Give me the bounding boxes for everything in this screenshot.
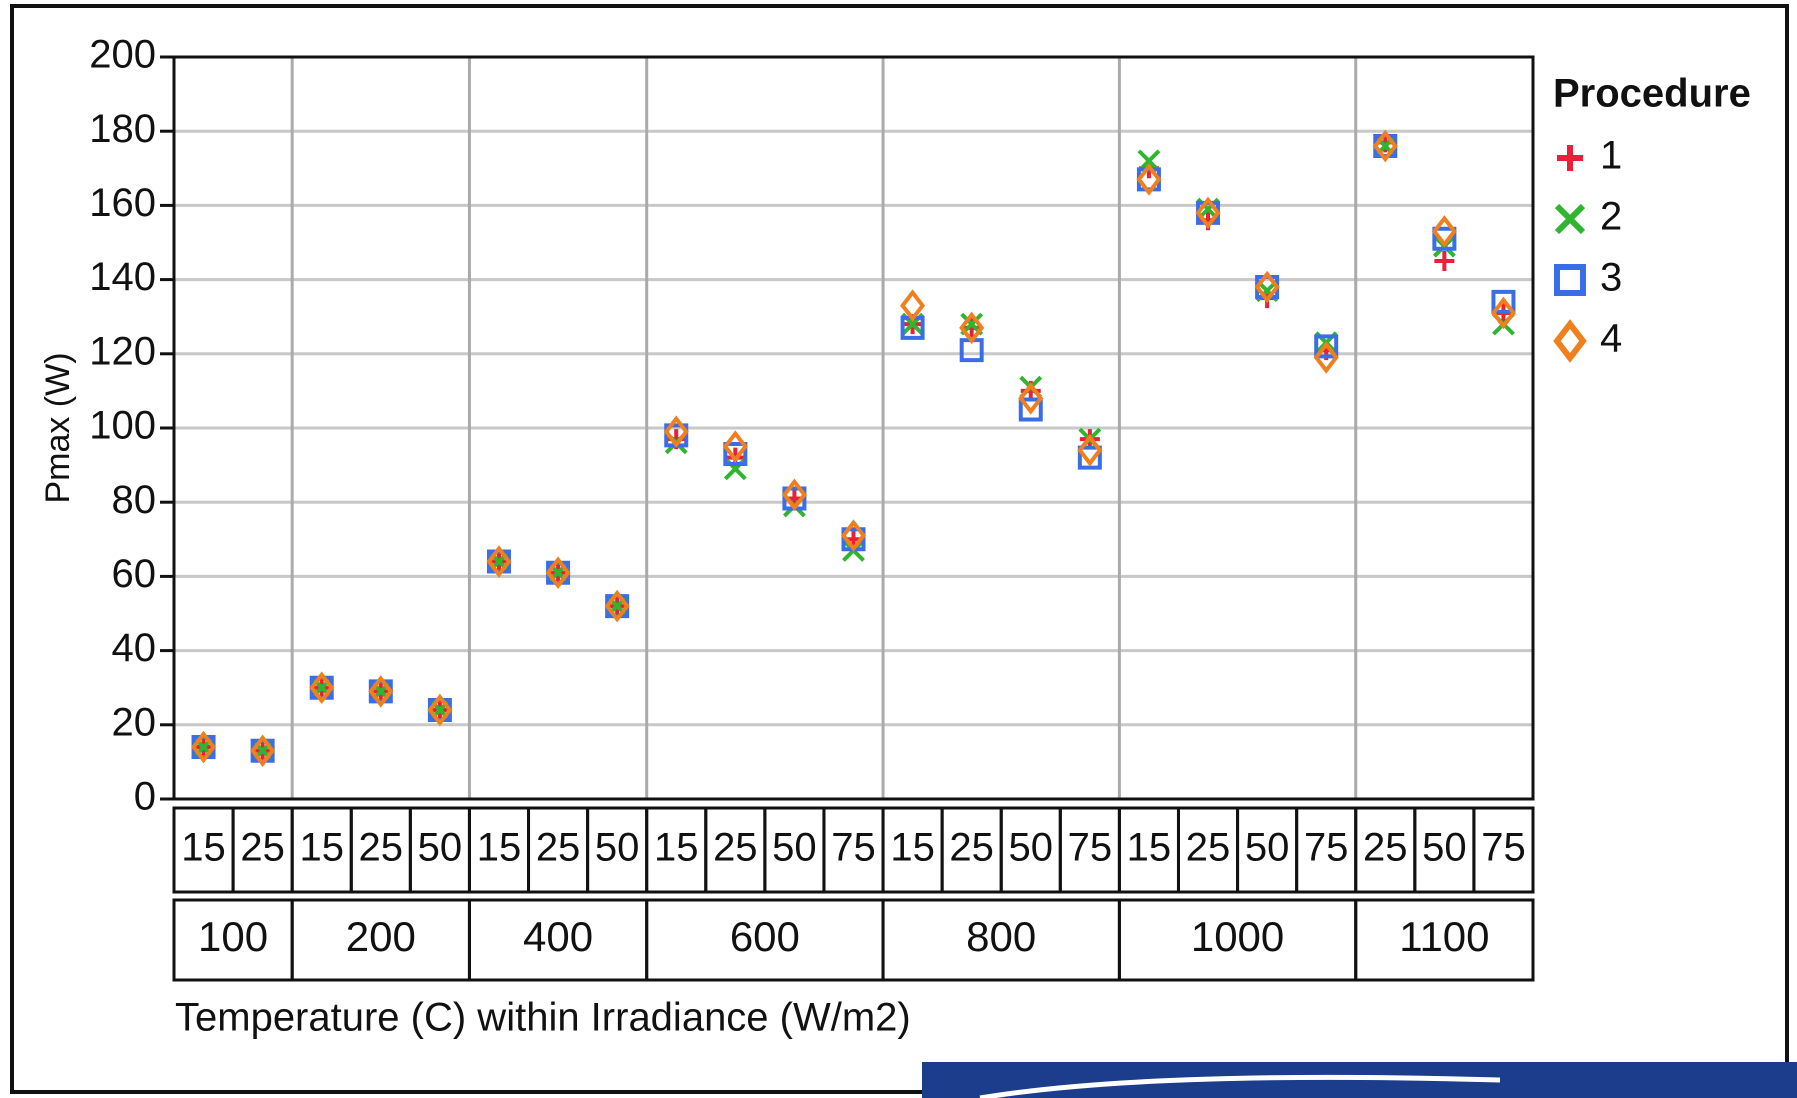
group-label: 400 [523, 913, 593, 960]
x-tick-label: 25 [1186, 826, 1231, 870]
x-tick-label: 50 [1009, 826, 1054, 870]
marker [309, 671, 335, 704]
x-tick-label: 25 [240, 826, 285, 870]
marker [959, 338, 984, 363]
y-axis-label: Pmax (W) [39, 352, 77, 503]
x-tick-label: 50 [595, 826, 640, 870]
marker [486, 545, 512, 578]
group-label: 200 [346, 913, 416, 960]
group-label: 600 [730, 913, 800, 960]
group-label: 1000 [1191, 913, 1284, 960]
marker [1490, 296, 1516, 330]
marker [250, 734, 276, 768]
marker [663, 415, 689, 448]
marker [840, 519, 867, 552]
marker [1018, 382, 1044, 415]
category-cell [1472, 806, 1535, 894]
marker [604, 589, 630, 623]
legend-marker [1554, 264, 1586, 296]
marker [781, 478, 807, 512]
x-tick-label: 75 [1304, 826, 1349, 870]
marker [1254, 270, 1280, 304]
marker [1313, 341, 1339, 374]
y-tick-label: 180 [89, 107, 156, 151]
marker [900, 289, 926, 322]
marker [900, 315, 925, 340]
y-tick-label: 120 [89, 329, 156, 373]
marker [1372, 129, 1398, 163]
x-tick-label: 50 [772, 826, 817, 870]
marker [545, 556, 571, 589]
x-tick-label: 75 [831, 826, 876, 870]
y-tick-label: 200 [89, 33, 156, 77]
marker [427, 693, 453, 727]
group-cell [1354, 898, 1535, 982]
x-tick-label: 15 [654, 826, 699, 870]
x-tick-label: 25 [713, 826, 758, 870]
x-tick-label: 15 [1127, 826, 1172, 870]
legend-label: 3 [1600, 256, 1622, 300]
legend-marker [1553, 319, 1587, 363]
legend-label: 1 [1600, 134, 1622, 178]
x-tick-label: 15 [477, 826, 522, 870]
x-tick-label: 75 [1068, 826, 1113, 870]
x-tick-label: 15 [181, 826, 226, 870]
y-tick-label: 80 [112, 478, 157, 522]
y-tick-label: 40 [112, 626, 157, 670]
marker [961, 317, 982, 338]
marker [959, 311, 985, 345]
x-tick-label: 50 [1245, 826, 1290, 870]
marker [1195, 196, 1221, 230]
legend-title: Procedure [1553, 72, 1751, 116]
marker [1434, 251, 1455, 272]
y-tick-label: 20 [112, 700, 157, 744]
marker [191, 730, 217, 764]
marker [722, 430, 748, 463]
marker [1077, 445, 1102, 470]
x-tick-label: 75 [1481, 826, 1526, 870]
x-tick-label: 25 [949, 826, 994, 870]
group-label: 100 [198, 913, 268, 960]
marker [1431, 215, 1457, 248]
x-tick-label: 25 [359, 826, 404, 870]
x-tick-label: 50 [418, 826, 463, 870]
y-tick-label: 60 [112, 552, 157, 596]
y-tick-label: 0 [134, 775, 156, 819]
x-tick-label: 25 [1363, 826, 1408, 870]
x-axis-label: Temperature (C) within Irradiance (W/m2) [175, 996, 911, 1040]
legend-label: 4 [1600, 317, 1622, 361]
legend-label: 2 [1600, 195, 1622, 239]
x-tick-label: 50 [1422, 826, 1467, 870]
banner-swoosh [979, 1074, 1501, 1098]
group-label: 1100 [1399, 913, 1489, 960]
marker [368, 675, 394, 708]
y-tick-label: 160 [89, 181, 156, 225]
x-tick-label: 25 [536, 826, 581, 870]
marker [1018, 397, 1043, 422]
x-tick-label: 15 [299, 826, 344, 870]
y-tick-label: 140 [89, 255, 156, 299]
marker [1136, 163, 1162, 196]
group-label: 800 [966, 913, 1036, 960]
plot-border [172, 55, 1535, 801]
legend-marker [1554, 203, 1586, 235]
marker [1432, 226, 1457, 251]
marker [723, 441, 748, 466]
marker [1077, 433, 1103, 467]
y-tick-label: 100 [89, 404, 156, 448]
x-tick-label: 15 [890, 826, 935, 870]
banner [922, 1062, 1797, 1098]
legend-marker [1557, 145, 1583, 171]
